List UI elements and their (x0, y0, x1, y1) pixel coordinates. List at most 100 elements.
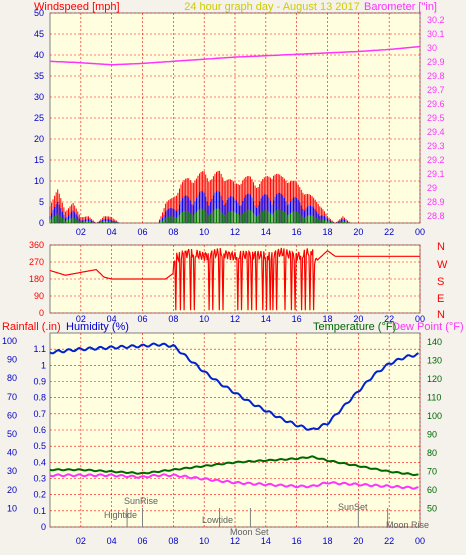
temperature-tick-label: 130 (427, 356, 442, 366)
x-tick-label-top: 10 (199, 227, 209, 237)
temperature-tick-label: 60 (427, 485, 437, 495)
x-tick-label-bottom: 14 (261, 536, 271, 546)
temperature-tick-label: 110 (427, 393, 441, 403)
x-tick-label-top: 02 (76, 227, 86, 237)
humidity-tick-label: 30 (7, 466, 17, 476)
x-tick-label-mid: 08 (168, 314, 178, 324)
barometer-tick-label: 30.1 (427, 29, 445, 39)
x-tick-label-mid: 16 (292, 314, 302, 324)
x-tick-label-top: 00 (415, 227, 425, 237)
humidity-tick-label: 100 (2, 336, 17, 346)
windspeed-tick-label: 50 (34, 8, 44, 18)
rainfall-tick-label: 0.2 (33, 490, 46, 500)
x-tick-label-top: 18 (322, 227, 332, 237)
windspeed-tick-label: 20 (34, 134, 44, 144)
humidity-tick-label: 50 (7, 429, 17, 439)
lowtide-label: Lowtide (202, 515, 233, 525)
moonset-label: Moon Set (230, 527, 269, 537)
rainfall-title: Rainfall (.in) (2, 321, 61, 333)
x-tick-label-bottom: 08 (168, 536, 178, 546)
x-tick-label-mid: 14 (261, 314, 271, 324)
windspeed-tick-label: 35 (34, 71, 44, 81)
hightide-label: Hightide (104, 510, 137, 520)
rainfall-tick-label: 1.1 (33, 344, 46, 354)
windspeed-tick-label: 15 (34, 155, 44, 165)
x-tick-label-bottom: 00 (415, 536, 425, 546)
sunset-label: SunSet (338, 502, 368, 512)
barometer-tick-label: 30.2 (427, 15, 445, 25)
temperature-tick-label: 100 (427, 411, 442, 421)
windspeed-tick-label: 10 (34, 176, 44, 186)
x-tick-label-bottom: 04 (107, 536, 117, 546)
direction-tick-label: 0 (39, 308, 44, 318)
x-tick-label-bottom: 20 (353, 536, 363, 546)
x-tick-label-mid: 18 (322, 314, 332, 324)
x-tick-label-mid: 04 (107, 314, 117, 324)
windspeed-tick-label: 0 (39, 218, 44, 228)
humidity-tick-label: 10 (7, 503, 17, 513)
rainfall-tick-label: 0.1 (33, 506, 46, 516)
direction-tick-label: 180 (29, 274, 44, 284)
windspeed-tick-label: 5 (39, 197, 44, 207)
humidity-tick-label: 20 (7, 485, 17, 495)
temperature-tick-label: 80 (427, 448, 437, 458)
chart-marks (49, 45, 421, 527)
x-tick-label-top: 22 (384, 227, 394, 237)
x-tick-label-bottom: 02 (76, 536, 86, 546)
barometer-tick-label: 29.9 (427, 57, 445, 67)
x-tick-label-top: 20 (353, 227, 363, 237)
temperature-tick-label: 70 (427, 467, 437, 477)
x-tick-label-mid: 20 (353, 314, 363, 324)
windspeed-tick-label: 40 (34, 50, 44, 60)
moonrise-label: Moon Rise (386, 520, 429, 530)
humidity-tick-label: 90 (7, 355, 17, 365)
humidity-tick-label: 40 (7, 448, 17, 458)
barometer-tick-label: 29 (427, 183, 437, 193)
humidity-line (49, 342, 419, 431)
rainfall-tick-label: 0.9 (33, 377, 46, 387)
humidity-tick-label: 80 (7, 373, 17, 383)
windspeed-tick-label: 25 (34, 113, 44, 123)
temperature-title: Temperature (°F) (313, 321, 396, 333)
barometer-tick-label: 29.7 (427, 85, 445, 95)
x-tick-label-bottom: 22 (384, 536, 394, 546)
x-tick-label-mid: 10 (199, 314, 209, 324)
compass-n-top: N (437, 241, 445, 253)
x-tick-label-top: 16 (292, 227, 302, 237)
windspeed-title: Windspeed [mph] (34, 1, 120, 13)
compass-n-bottom: N (437, 309, 445, 321)
direction-tick-label: 360 (29, 240, 44, 250)
grid-lines (50, 12, 421, 528)
rainfall-tick-label: 0.4 (33, 457, 46, 467)
wind-direction-line (49, 247, 420, 311)
barometer-tick-label: 29.1 (427, 169, 445, 179)
temperature-tick-label: 50 (427, 504, 437, 514)
barometer-tick-label: 29.2 (427, 155, 445, 165)
tick-labels: 0202020404040606060808081010101212121414… (2, 8, 445, 546)
x-tick-label-bottom: 16 (292, 536, 302, 546)
x-tick-label-top: 06 (137, 227, 147, 237)
barometer-tick-label: 29.4 (427, 127, 445, 137)
x-tick-label-bottom: 06 (137, 536, 147, 546)
barometer-tick-label: 29.5 (427, 113, 445, 123)
humidity-tick-label: 70 (7, 392, 17, 402)
temperature-line (49, 455, 419, 477)
barometer-tick-label: 29.6 (427, 99, 445, 109)
rainfall-tick-label: 0.7 (33, 409, 46, 419)
temperature-tick-label: 140 (427, 337, 442, 347)
x-tick-label-bottom: 12 (230, 536, 240, 546)
rainfall-tick-label: 0.8 (33, 393, 46, 403)
temperature-tick-label: 90 (427, 430, 437, 440)
direction-tick-label: 270 (29, 257, 44, 267)
rainfall-tick-label: 0 (41, 522, 46, 532)
x-tick-label-mid: 06 (137, 314, 147, 324)
x-tick-label-top: 08 (168, 227, 178, 237)
humidity-tick-label: 60 (7, 410, 17, 420)
dewpoint-line (49, 473, 419, 490)
barometer-tick-label: 29.3 (427, 141, 445, 151)
compass-s: S (437, 276, 444, 288)
x-tick-label-bottom: 10 (199, 536, 209, 546)
x-tick-label-mid: 00 (415, 314, 425, 324)
temperature-tick-label: 120 (427, 374, 442, 384)
barometer-line (49, 45, 421, 66)
